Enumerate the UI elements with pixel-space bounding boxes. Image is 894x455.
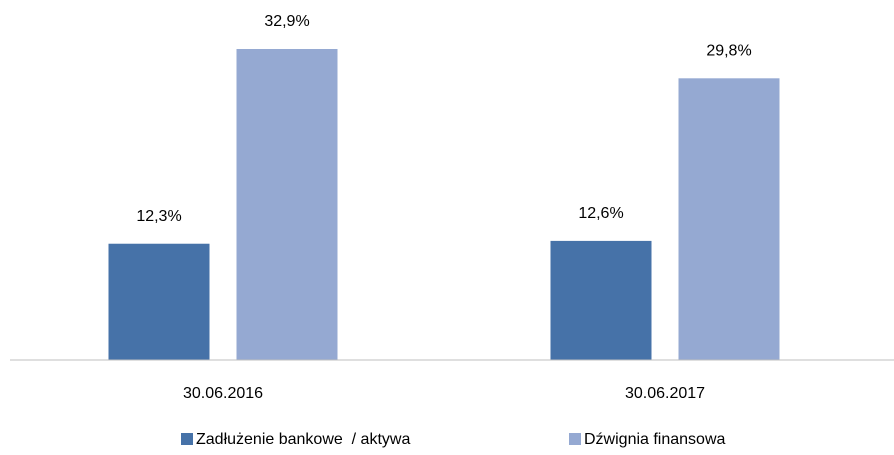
data-label: 32,9%: [264, 13, 309, 30]
bar: [108, 243, 210, 360]
legend-swatch: [181, 433, 193, 445]
data-label: 12,6%: [578, 205, 623, 222]
x-tick-label: 30.06.2017: [625, 385, 705, 402]
data-label: 12,3%: [136, 208, 181, 225]
x-tick-label: 30.06.2016: [183, 385, 263, 402]
bar: [678, 78, 780, 360]
bar: [550, 240, 652, 360]
data-label: 29,8%: [706, 43, 751, 60]
legend-label: Zadłużenie bankowe / aktywa: [196, 431, 410, 448]
legend-label: Dźwignia finansowa: [584, 431, 726, 448]
legend-swatch: [569, 433, 581, 445]
bar: [236, 49, 338, 360]
